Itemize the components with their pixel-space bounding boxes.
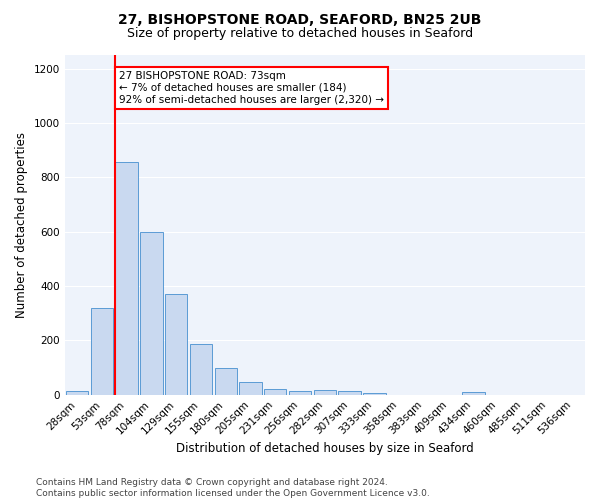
Bar: [66, 390, 88, 394]
Bar: [314, 390, 336, 394]
X-axis label: Distribution of detached houses by size in Seaford: Distribution of detached houses by size …: [176, 442, 474, 455]
Bar: [264, 390, 286, 394]
Text: 27 BISHOPSTONE ROAD: 73sqm
← 7% of detached houses are smaller (184)
92% of semi: 27 BISHOPSTONE ROAD: 73sqm ← 7% of detac…: [119, 72, 384, 104]
Bar: [115, 162, 138, 394]
Text: Size of property relative to detached houses in Seaford: Size of property relative to detached ho…: [127, 28, 473, 40]
Bar: [338, 390, 361, 394]
Bar: [363, 392, 386, 394]
Bar: [463, 392, 485, 394]
Bar: [165, 294, 187, 394]
Bar: [289, 390, 311, 394]
Bar: [140, 232, 163, 394]
Bar: [239, 382, 262, 394]
Bar: [215, 368, 237, 394]
Text: 27, BISHOPSTONE ROAD, SEAFORD, BN25 2UB: 27, BISHOPSTONE ROAD, SEAFORD, BN25 2UB: [118, 12, 482, 26]
Y-axis label: Number of detached properties: Number of detached properties: [15, 132, 28, 318]
Bar: [91, 308, 113, 394]
Text: Contains HM Land Registry data © Crown copyright and database right 2024.
Contai: Contains HM Land Registry data © Crown c…: [36, 478, 430, 498]
Bar: [190, 344, 212, 395]
